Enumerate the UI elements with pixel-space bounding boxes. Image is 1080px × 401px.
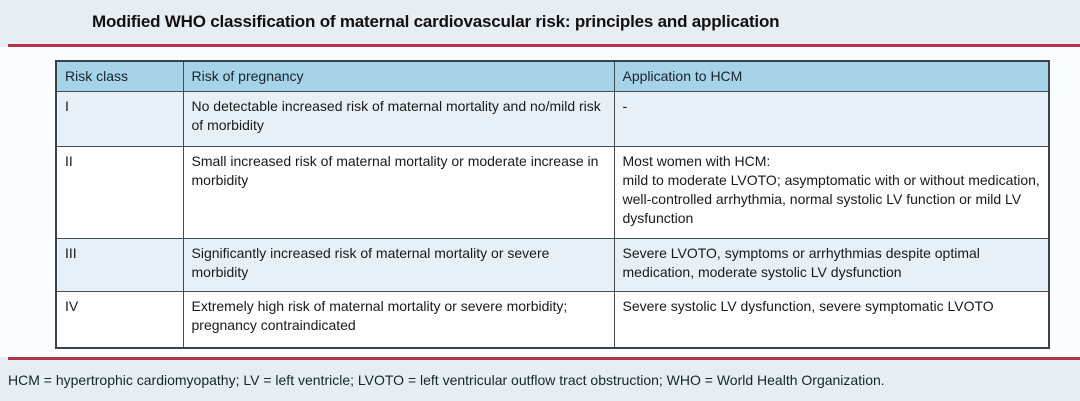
cell-application-to-hcm: - <box>613 90 1050 147</box>
table-row-class-i: I No detectable increased risk of matern… <box>55 90 1050 147</box>
cell-risk-of-pregnancy: Significantly increased risk of maternal… <box>182 237 615 292</box>
header-risk-class: Risk class <box>55 60 184 92</box>
table-row-class-iii: III Significantly increased risk of mate… <box>55 237 1050 292</box>
cell-risk-of-pregnancy: No detectable increased risk of maternal… <box>182 90 615 147</box>
cell-application-to-hcm: Most women with HCM: mild to moderate LV… <box>613 145 1050 239</box>
bottom-red-rule <box>8 357 1080 360</box>
header-risk-of-pregnancy: Risk of pregnancy <box>182 60 615 92</box>
header-application-to-hcm: Application to HCM <box>613 60 1050 92</box>
cell-risk-class: III <box>55 237 184 292</box>
cell-risk-class: I <box>55 90 184 147</box>
cell-application-to-hcm: Severe LVOTO, symptoms or arrhythmias de… <box>613 237 1050 292</box>
risk-classification-table: Risk class Risk of pregnancy Application… <box>55 60 1050 350</box>
page-title: Modified WHO classification of maternal … <box>92 12 780 31</box>
cell-risk-of-pregnancy: Small increased risk of maternal mortali… <box>182 145 615 239</box>
title-bar: Modified WHO classification of maternal … <box>0 0 1080 44</box>
table-area: Risk class Risk of pregnancy Application… <box>0 47 1080 357</box>
cell-application-to-hcm: Severe systolic LV dysfunction, severe s… <box>613 290 1050 349</box>
top-red-rule <box>8 44 1080 47</box>
table-row-class-iv: IV Extremely high risk of maternal morta… <box>55 290 1050 349</box>
table-row-class-ii: II Small increased risk of maternal mort… <box>55 145 1050 239</box>
abbreviations-footnote: HCM = hypertrophic cardiomyopathy; LV = … <box>8 372 885 388</box>
table-header-row: Risk class Risk of pregnancy Application… <box>55 60 1050 92</box>
cell-risk-class: II <box>55 145 184 239</box>
cell-risk-of-pregnancy: Extremely high risk of maternal mortalit… <box>182 290 615 349</box>
cell-risk-class: IV <box>55 290 184 349</box>
